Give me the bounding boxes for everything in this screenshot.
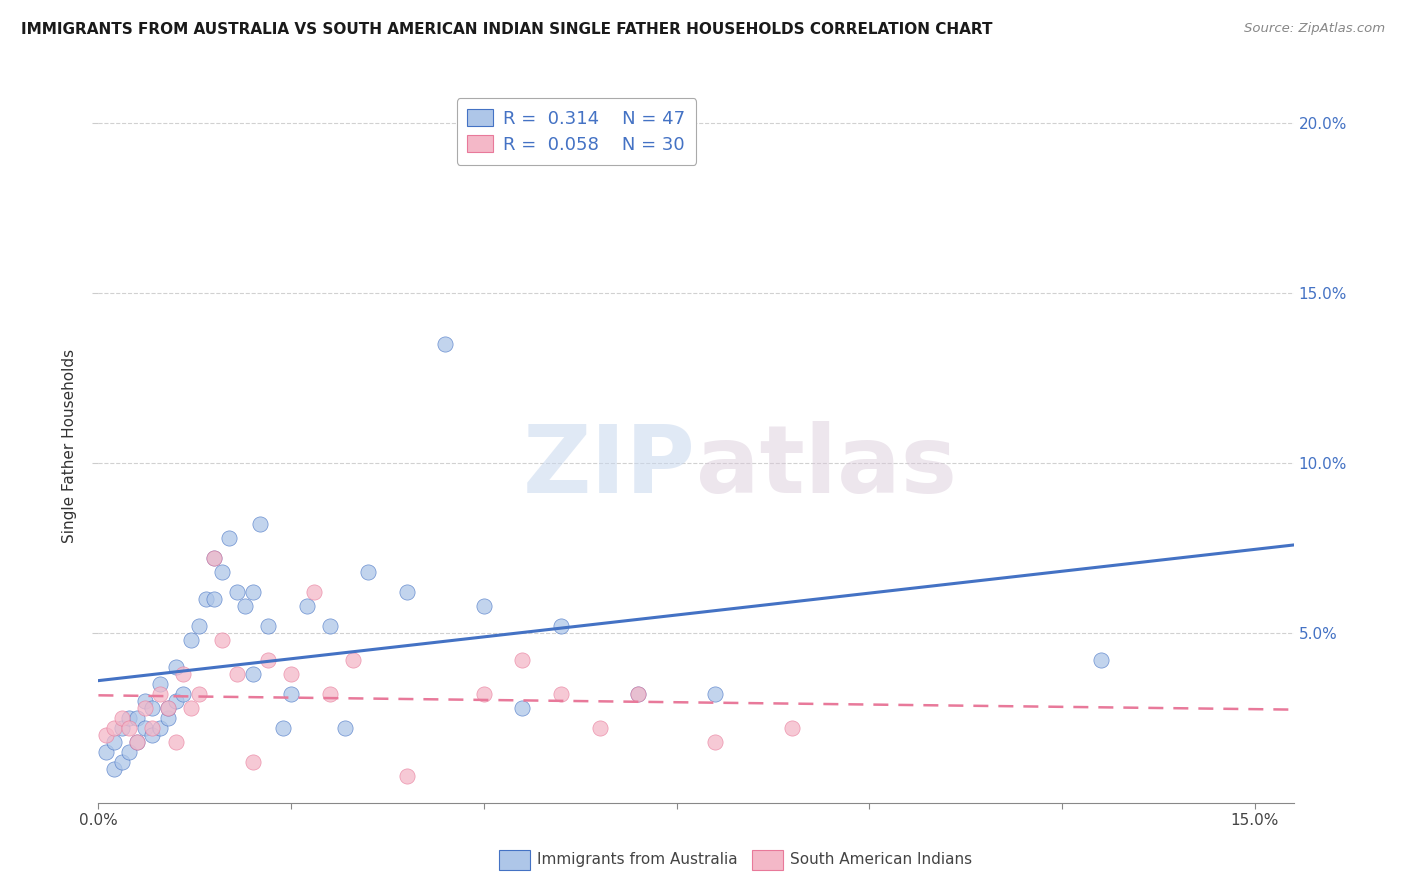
Point (472, 687, 495, 701)
Point (202, 551, 225, 566)
Point (118, 711, 141, 725)
Point (257, 653, 280, 667)
Point (257, 619, 280, 633)
Point (125, 734, 148, 748)
Point (704, 734, 727, 748)
Point (172, 687, 194, 701)
Point (134, 694, 156, 708)
Point (550, 619, 572, 633)
Point (319, 619, 342, 633)
Point (395, 769, 418, 783)
Point (165, 660, 187, 674)
Text: atlas: atlas (696, 421, 957, 514)
Point (1090, 653, 1112, 667)
Point (103, 762, 125, 776)
Point (304, 585, 326, 599)
Point (242, 666, 264, 681)
Point (172, 666, 194, 681)
Point (434, 337, 457, 351)
Point (295, 599, 318, 613)
Point (149, 677, 172, 691)
Point (187, 619, 209, 633)
Point (110, 721, 132, 735)
Point (156, 700, 179, 714)
Point (156, 700, 179, 714)
Point (118, 721, 141, 735)
Point (134, 721, 156, 735)
Legend: R =  0.314    N = 47, R =  0.058    N = 30: R = 0.314 N = 47, R = 0.058 N = 30 (457, 98, 696, 165)
Text: ZIP: ZIP (523, 421, 696, 514)
Point (180, 632, 202, 647)
Point (512, 700, 534, 714)
Point (165, 734, 187, 748)
Point (588, 721, 610, 735)
Point (242, 755, 264, 769)
Point (141, 721, 163, 735)
Point (226, 585, 249, 599)
Point (395, 585, 418, 599)
Point (202, 591, 225, 606)
Point (211, 565, 233, 579)
Text: South American Indians: South American Indians (790, 853, 973, 867)
Point (333, 721, 356, 735)
Point (134, 700, 156, 714)
Point (242, 585, 264, 599)
Point (94, 745, 117, 759)
Text: Source: ZipAtlas.com: Source: ZipAtlas.com (1244, 22, 1385, 36)
Point (218, 531, 240, 545)
Point (704, 687, 727, 701)
Point (273, 721, 295, 735)
Point (233, 599, 256, 613)
Point (165, 694, 187, 708)
Point (94, 728, 117, 742)
Point (149, 687, 172, 701)
Text: Immigrants from Australia: Immigrants from Australia (537, 853, 738, 867)
Point (782, 721, 804, 735)
Point (472, 599, 495, 613)
Point (627, 687, 650, 701)
Point (156, 711, 179, 725)
Point (125, 711, 148, 725)
Point (187, 687, 209, 701)
Point (512, 653, 534, 667)
Point (342, 653, 364, 667)
Point (141, 728, 163, 742)
Point (627, 687, 650, 701)
Point (550, 687, 572, 701)
Point (141, 700, 163, 714)
Point (103, 721, 125, 735)
Point (357, 565, 380, 579)
Y-axis label: Single Father Households: Single Father Households (62, 349, 77, 543)
Point (280, 666, 302, 681)
Point (202, 551, 225, 566)
Point (226, 666, 249, 681)
Text: IMMIGRANTS FROM AUSTRALIA VS SOUTH AMERICAN INDIAN SINGLE FATHER HOUSEHOLDS CORR: IMMIGRANTS FROM AUSTRALIA VS SOUTH AMERI… (21, 22, 993, 37)
Point (211, 632, 233, 647)
Point (149, 721, 172, 735)
Point (118, 745, 141, 759)
Point (110, 711, 132, 725)
Point (249, 517, 271, 532)
Point (103, 734, 125, 748)
Point (195, 591, 218, 606)
Point (110, 755, 132, 769)
Point (319, 687, 342, 701)
Point (125, 734, 148, 748)
Point (280, 687, 302, 701)
Point (180, 700, 202, 714)
